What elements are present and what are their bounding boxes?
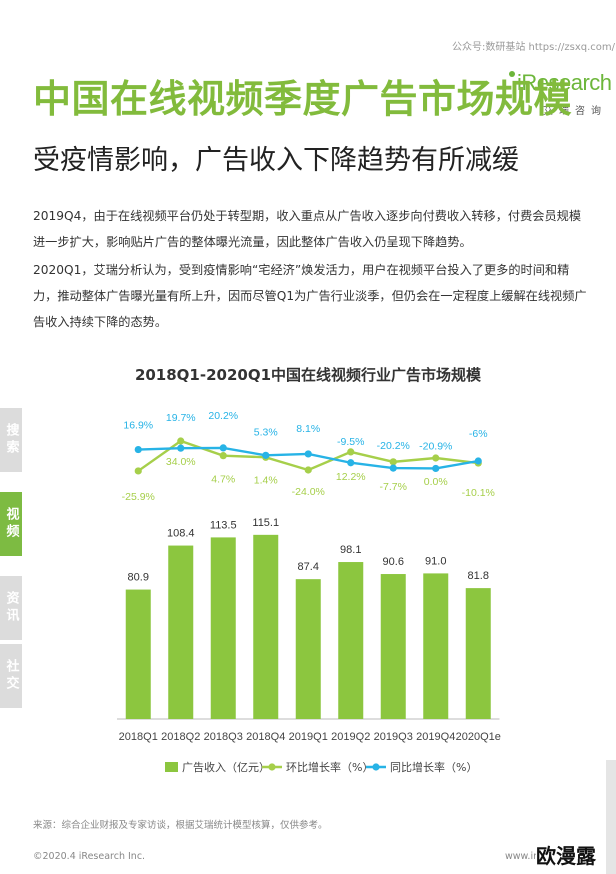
- bar-value-label: 80.9: [128, 572, 149, 584]
- yoy-growth-point: [304, 450, 312, 458]
- yoy-growth-point: [347, 459, 355, 467]
- bar-2018Q1: [125, 589, 151, 719]
- x-tick-label: 2019Q3: [374, 731, 413, 743]
- qoq-growth-label: -25.9%: [122, 491, 155, 503]
- legend-qoq-label: 环比增长率（%）: [286, 760, 373, 774]
- bar-2019Q3: [380, 574, 406, 719]
- yoy-growth-label: -6%: [469, 428, 488, 440]
- x-tick-label: 2018Q1: [119, 731, 158, 743]
- qoq-growth-label: -10.1%: [462, 487, 495, 499]
- right-edge-strip: [606, 760, 616, 874]
- qoq-growth-point: [304, 466, 312, 474]
- qoq-growth-point: [389, 458, 397, 466]
- legend-yoy-label: 同比增长率（%）: [390, 760, 477, 774]
- legend-bar-label: 广告收入（亿元）: [182, 760, 270, 774]
- bar-value-label: 115.1: [252, 517, 279, 529]
- side-tab-news[interactable]: 资讯: [0, 576, 22, 640]
- logo-cn-text: 艾瑞咨询: [543, 106, 607, 117]
- footer-logo: 欧漫露: [536, 840, 596, 869]
- top-watermark-note: 公众号:数研基站 https://zsxq.com/IQVVRb: [452, 42, 616, 53]
- qoq-growth-label: 12.2%: [336, 471, 366, 483]
- yoy-growth-label: -20.9%: [419, 440, 452, 452]
- qoq-growth-label: -24.0%: [292, 486, 325, 498]
- yoy-growth-point: [474, 457, 482, 465]
- side-tab-search[interactable]: 搜索: [0, 408, 22, 472]
- bar-value-label: 90.6: [383, 556, 404, 568]
- bar-value-label: 87.4: [298, 561, 319, 573]
- side-tab-video[interactable]: 视频: [0, 492, 22, 556]
- bar-2018Q3: [210, 537, 236, 719]
- iresearch-logo: iResearch 艾瑞咨询: [505, 66, 612, 124]
- qoq-growth-label: 34.0%: [166, 456, 196, 468]
- page-subtitle: 受疫情影响，广告收入下降趋势有所减缓: [33, 145, 519, 176]
- legend-yoy-marker: [372, 763, 380, 771]
- bar-value-label: 98.1: [340, 544, 361, 556]
- x-tick-label: 2020Q1e: [456, 731, 501, 743]
- x-tick-label: 2018Q3: [204, 731, 243, 743]
- qoq-growth-point: [219, 452, 227, 460]
- bar-2018Q2: [168, 545, 194, 719]
- chart-title: 2018Q1-2020Q1中国在线视频行业广告市场规模: [134, 366, 482, 384]
- bar-2019Q4: [423, 573, 449, 719]
- bar-2019Q2: [338, 562, 364, 719]
- x-tick-label: 2019Q4: [416, 731, 455, 743]
- qoq-growth-label: 0.0%: [424, 476, 448, 488]
- yoy-growth-label: 8.1%: [296, 423, 320, 435]
- yoy-growth-point: [177, 444, 185, 452]
- qoq-growth-point: [134, 467, 142, 475]
- page-title: 中国在线视频季度广告市场规模: [33, 77, 573, 121]
- qoq-growth-point: [347, 448, 355, 456]
- yoy-growth-label: -9.5%: [337, 436, 364, 448]
- yoy-growth-label: 5.3%: [254, 426, 278, 438]
- bar-2020Q1e: [465, 588, 491, 719]
- x-tick-label: 2019Q2: [331, 731, 370, 743]
- footer-site: www.ire: [505, 851, 543, 862]
- yoy-growth-point: [262, 451, 270, 459]
- yoy-growth-label: 16.9%: [123, 420, 153, 432]
- yoy-growth-point: [219, 444, 227, 452]
- logo-mark-icon: [509, 71, 515, 77]
- yoy-growth-point: [134, 445, 142, 454]
- bar-value-label: 108.4: [167, 528, 195, 540]
- x-tick-label: 2018Q4: [246, 731, 285, 743]
- bar-2018Q4: [253, 534, 279, 719]
- bar-value-label: 91.0: [425, 555, 446, 567]
- qoq-growth-point: [432, 454, 440, 462]
- yoy-growth-label: 19.7%: [166, 412, 196, 424]
- qoq-growth-label: -7.7%: [380, 481, 407, 493]
- x-tick-label: 2018Q2: [161, 731, 200, 743]
- yoy-growth-label: 20.2%: [208, 410, 238, 422]
- legend-bar-swatch: [165, 762, 178, 772]
- yoy-growth-label: -20.2%: [377, 440, 410, 452]
- yoy-growth-point: [432, 464, 440, 473]
- copyright: ©2020.4 iResearch Inc.: [33, 851, 146, 862]
- paragraph-2019q4: 2019Q4，由于在线视频平台仍处于转型期，收入重点从广告收入逐步向付费收入转移…: [33, 209, 582, 249]
- legend-qoq-marker: [268, 763, 276, 771]
- qoq-growth-label: 1.4%: [254, 474, 278, 486]
- qoq-growth-label: 4.7%: [211, 474, 235, 486]
- bar-value-label: 113.5: [210, 519, 237, 531]
- paragraph-2020q1: 2020Q1，艾瑞分析认为，受到疫情影响“宅经济”焕发活力，用户在视频平台投入了…: [33, 263, 587, 329]
- bar-value-label: 81.8: [468, 570, 489, 582]
- yoy-growth-point: [389, 464, 397, 472]
- x-tick-label: 2019Q1: [289, 731, 328, 743]
- side-tab-social[interactable]: 社交: [0, 644, 22, 708]
- qoq-growth-point: [177, 437, 185, 445]
- logo-text: iResearch: [517, 70, 612, 95]
- source-note: 来源：综合企业财报及专家访谈，根据艾瑞统计模型核算，仅供参考。: [33, 820, 328, 831]
- bar-2019Q1: [295, 579, 321, 719]
